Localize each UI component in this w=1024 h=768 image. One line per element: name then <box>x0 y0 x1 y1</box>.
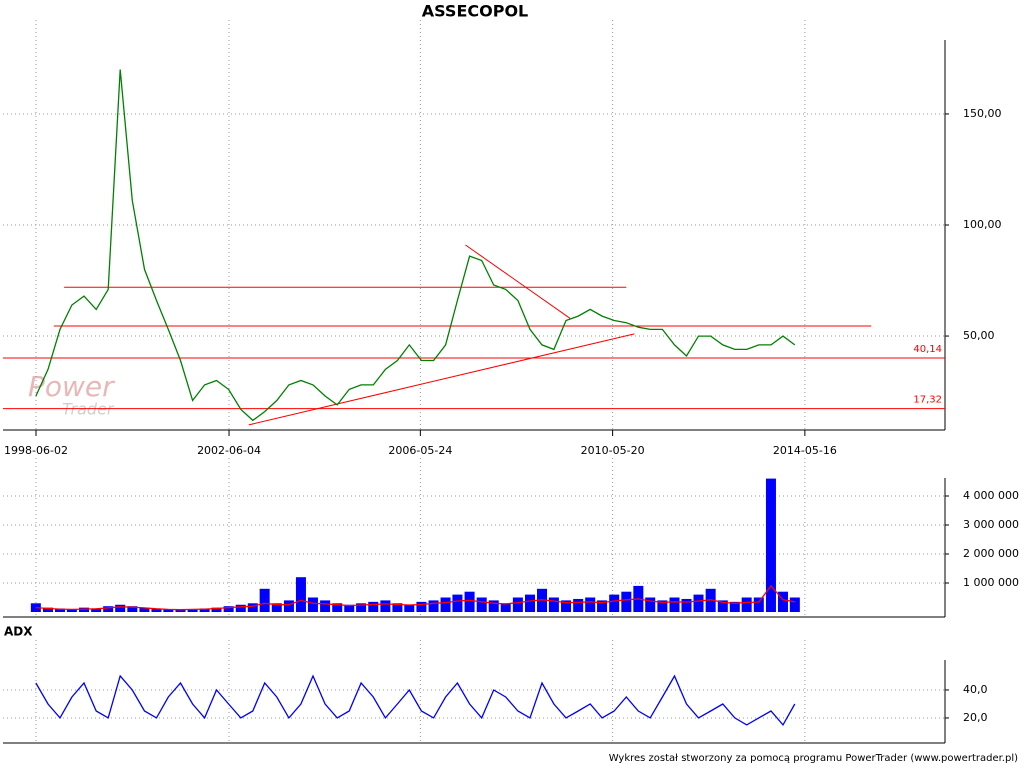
bar <box>729 601 740 612</box>
bar <box>681 598 692 612</box>
y-tick-label: 1 000 000 <box>963 576 1019 589</box>
watermark: Power <box>28 370 115 403</box>
series-line <box>35 584 795 611</box>
series-line <box>35 69 796 422</box>
bar <box>283 600 294 612</box>
bar <box>247 603 258 612</box>
panel-title: ADX <box>4 625 33 639</box>
bar <box>464 591 475 612</box>
bar <box>55 608 66 612</box>
bar <box>753 597 764 612</box>
bar <box>428 600 439 612</box>
y-tick-label: 4 000 000 <box>963 489 1019 502</box>
x-tick-label: 1998-06-02 <box>4 444 68 457</box>
bar <box>645 597 656 612</box>
bar <box>163 609 174 612</box>
bar <box>573 598 584 612</box>
bar <box>199 608 210 612</box>
chart-title: ASSECOPOL <box>422 2 529 21</box>
level-label: 17,32 <box>913 395 942 406</box>
bar <box>344 604 355 612</box>
bar <box>789 597 800 612</box>
y-tick-label: 150,00 <box>963 107 1002 120</box>
bar <box>765 478 776 612</box>
bar <box>79 607 90 612</box>
x-tick-label: 2006-05-24 <box>388 444 452 457</box>
bar <box>657 600 668 612</box>
bar <box>512 597 523 612</box>
bar <box>416 601 427 612</box>
bar <box>187 609 198 612</box>
y-tick-label: 50,00 <box>963 329 995 342</box>
bar <box>223 606 234 612</box>
x-tick-label: 2010-05-20 <box>581 444 645 457</box>
bar <box>597 600 608 612</box>
bar <box>476 597 487 612</box>
bar <box>621 591 632 612</box>
bar <box>91 608 102 612</box>
bar <box>175 609 186 612</box>
y-tick-label: 2 000 000 <box>963 547 1019 560</box>
trend-line <box>465 244 571 319</box>
bar <box>151 608 162 612</box>
bar <box>356 603 367 612</box>
x-tick-label: 2014-05-16 <box>773 444 837 457</box>
footer: Wykres został stworzony za pomocą progra… <box>609 753 1018 764</box>
bar <box>115 604 126 612</box>
bar <box>488 600 499 612</box>
level-label: 40,14 <box>913 344 942 355</box>
y-tick-label: 100,00 <box>963 218 1002 231</box>
bar <box>332 603 343 612</box>
trend-line <box>248 333 635 426</box>
bar <box>42 607 53 612</box>
bar <box>392 603 403 612</box>
bar <box>380 600 391 612</box>
bar <box>271 603 282 612</box>
bar <box>609 594 620 612</box>
bar <box>127 606 138 612</box>
bar <box>30 603 41 612</box>
y-tick-label: 3 000 000 <box>963 518 1019 531</box>
bar <box>500 603 511 612</box>
bar <box>717 600 728 612</box>
bar <box>777 591 788 612</box>
x-tick-label: 2002-06-04 <box>197 444 261 457</box>
bar <box>585 597 596 612</box>
bar <box>66 609 77 612</box>
bar <box>452 594 463 612</box>
bar <box>103 606 114 612</box>
bar <box>440 597 451 612</box>
bar <box>741 597 752 612</box>
bar <box>139 607 150 612</box>
bar <box>368 601 379 612</box>
bar <box>211 607 222 612</box>
bar <box>548 597 559 612</box>
bar <box>693 594 704 612</box>
bar <box>259 588 270 612</box>
bar <box>669 597 680 612</box>
bar <box>307 597 318 612</box>
series-line <box>35 674 796 727</box>
y-tick-label: 20,0 <box>963 711 988 724</box>
bar <box>561 600 572 612</box>
bar <box>295 577 306 612</box>
bar <box>404 604 415 612</box>
bar <box>525 594 536 612</box>
bar <box>235 604 246 612</box>
bar <box>320 600 331 612</box>
y-tick-label: 40,0 <box>963 683 988 696</box>
